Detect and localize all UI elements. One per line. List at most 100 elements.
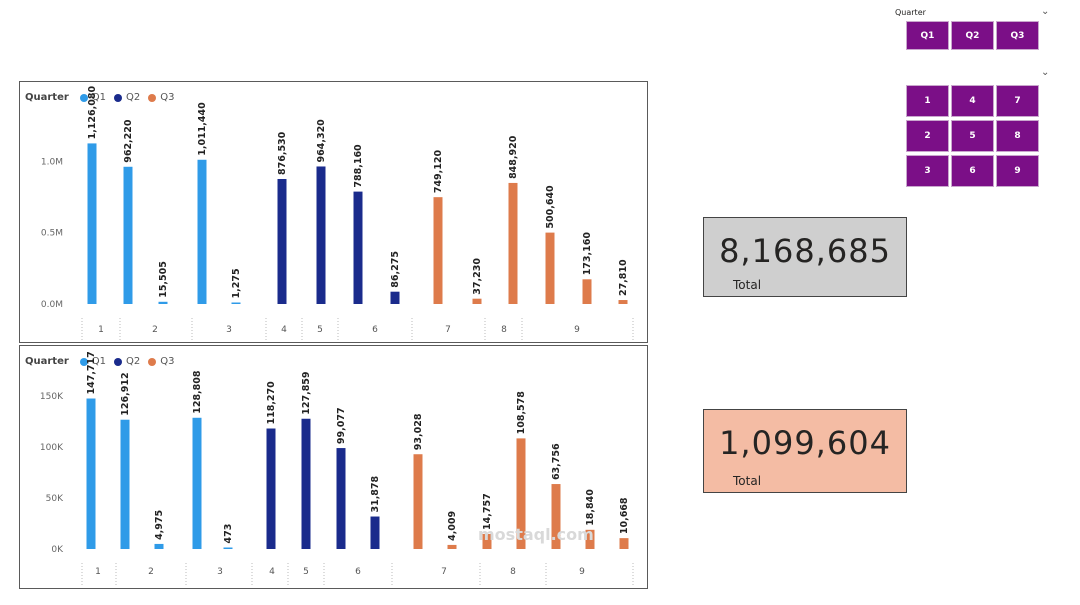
total-value: 1,099,604	[719, 424, 891, 462]
slicer-button-q1[interactable]: Q1	[906, 21, 949, 50]
legend-title: Quarter	[25, 92, 69, 103]
x-tick-label: 8	[510, 567, 516, 577]
data-label: 18,840	[585, 489, 596, 526]
slicer-button-month-7[interactable]: 7	[996, 85, 1039, 117]
bar	[433, 197, 443, 304]
bar	[301, 418, 311, 549]
bar	[87, 143, 97, 304]
total-label: Total	[733, 278, 762, 292]
legend-title: Quarter	[25, 356, 69, 367]
bar	[582, 279, 592, 304]
chart-plot-area: 0.0M 0.5M 1.0M 1,126,080 962,220 15,505 1,011,…	[41, 86, 634, 340]
x-tick-label: 4	[281, 325, 287, 335]
legend-swatch-q1	[79, 357, 88, 366]
bar	[223, 547, 233, 549]
bar	[413, 454, 423, 549]
legend-label-q3: Q3	[160, 92, 175, 103]
sales-chart-bottom: Quarter Q1 Q2 Q3 0K 50K 100K 150K 147,717 126…	[19, 345, 648, 589]
x-tick-label: 5	[317, 325, 323, 335]
bar	[192, 417, 202, 549]
data-label: 37,230	[472, 258, 483, 295]
chevron-down-icon[interactable]: ⌄	[1041, 6, 1050, 17]
bar	[472, 298, 482, 304]
chart-legend: Quarter Q1 Q2 Q3	[25, 356, 175, 367]
data-label: 1,275	[231, 268, 242, 298]
data-label: 31,878	[370, 475, 381, 512]
data-label: 848,920	[508, 135, 519, 179]
data-label: 1,011,440	[197, 102, 208, 156]
bar	[266, 428, 276, 549]
data-label: 127,859	[301, 371, 312, 414]
bar	[619, 538, 629, 549]
data-label: 962,220	[123, 119, 134, 163]
data-label: 118,270	[266, 381, 277, 425]
bar	[551, 484, 561, 549]
data-label: 4,009	[447, 511, 458, 541]
y-tick-label: 0.0M	[41, 300, 63, 310]
data-label: 14,757	[482, 493, 493, 530]
data-label: 173,160	[582, 232, 593, 276]
y-tick-label: 0K	[51, 545, 64, 555]
legend-label-q2: Q2	[126, 356, 141, 367]
legend-label-q1: Q1	[91, 92, 107, 103]
x-tick-label: 9	[574, 325, 580, 335]
total-value: 8,168,685	[719, 232, 891, 270]
data-label: 876,530	[277, 131, 288, 175]
chart-plot-area: 0K 50K 100K 150K 147,717 126,912 4,975 128,808 4…	[40, 351, 634, 585]
bar	[545, 232, 555, 304]
data-label: 27,810	[618, 259, 629, 296]
slicer-button-month-6[interactable]: 6	[951, 155, 994, 187]
bar	[390, 291, 400, 304]
data-label: 964,320	[316, 119, 327, 163]
x-tick-label: 8	[501, 325, 507, 335]
data-label: 749,120	[433, 150, 444, 194]
x-tick-label: 6	[355, 567, 361, 577]
bar	[123, 166, 133, 304]
total-card-bottom: 1,099,604 Total	[703, 409, 907, 493]
data-label: 15,505	[158, 261, 169, 298]
bar	[86, 398, 96, 549]
bar	[370, 516, 380, 549]
slicer-button-month-3[interactable]: 3	[906, 155, 949, 187]
data-label: 1,126,080	[87, 86, 98, 140]
chevron-down-icon[interactable]: ⌄	[1041, 67, 1050, 78]
slicer-button-q2[interactable]: Q2	[951, 21, 994, 50]
bar	[158, 301, 168, 304]
x-tick-label: 7	[441, 567, 447, 577]
data-label: 86,275	[390, 251, 401, 288]
quarter-slicer-title: Quarter	[895, 8, 926, 17]
legend-label-q3: Q3	[160, 356, 175, 367]
legend-swatch-q1	[79, 93, 88, 102]
slicer-button-month-5[interactable]: 5	[951, 120, 994, 152]
y-tick-label: 100K	[40, 443, 64, 453]
slicer-button-month-1[interactable]: 1	[906, 85, 949, 117]
legend-swatch-q2	[114, 93, 123, 102]
x-tick-label: 6	[372, 325, 378, 335]
bar	[336, 448, 346, 549]
x-tick-label: 1	[98, 325, 104, 335]
bar	[508, 182, 518, 304]
total-card-top: 8,168,685 Total	[703, 217, 907, 297]
watermark-text: mostaql.com	[478, 525, 594, 544]
x-tick-label: 4	[269, 567, 275, 577]
legend-swatch-q3	[148, 357, 157, 366]
bar	[585, 529, 595, 549]
slicer-button-month-4[interactable]: 4	[951, 85, 994, 117]
x-tick-label: 5	[303, 567, 309, 577]
x-tick-label: 2	[148, 567, 154, 577]
sales-chart-top: Quarter Q1 Q2 Q3 0.0M 0.5M 1.0M 1,126,080 96…	[19, 81, 648, 343]
legend-swatch-q3	[148, 93, 157, 102]
legend-swatch-q2	[114, 357, 123, 366]
bar	[197, 159, 207, 304]
slicer-button-q3[interactable]: Q3	[996, 21, 1039, 50]
slicer-button-month-8[interactable]: 8	[996, 120, 1039, 152]
slicer-button-month-2[interactable]: 2	[906, 120, 949, 152]
legend-label-q2: Q2	[126, 92, 141, 103]
data-label: 126,912	[120, 372, 131, 415]
bar	[231, 302, 241, 304]
bar	[516, 438, 526, 549]
x-tick-label: 3	[226, 325, 232, 335]
bar	[120, 419, 130, 549]
bar	[482, 533, 492, 549]
slicer-button-month-9[interactable]: 9	[996, 155, 1039, 187]
